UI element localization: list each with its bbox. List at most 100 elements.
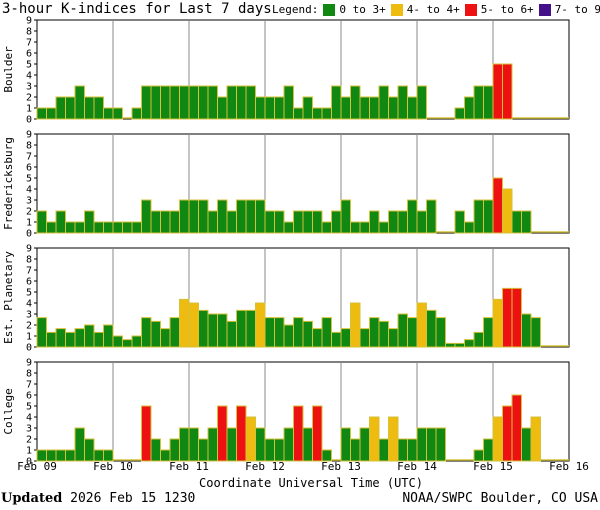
k-index-bar <box>426 199 437 234</box>
k-index-bar <box>169 438 180 462</box>
k-index-bar <box>274 96 285 120</box>
k-index-bar <box>207 85 218 120</box>
k-index-bar <box>350 221 361 234</box>
k-index-bar <box>359 96 370 120</box>
k-index-bar <box>198 309 209 348</box>
k-index-bar <box>131 221 142 234</box>
k-index-bar <box>264 210 275 234</box>
k-index-bar <box>103 324 114 348</box>
y-tick-label: 0 <box>26 229 32 240</box>
k-index-bar <box>397 438 408 462</box>
k-index-bar <box>530 416 541 462</box>
y-tick-label: 2 <box>26 321 32 332</box>
k-index-bar <box>131 335 142 348</box>
k-index-bar <box>217 405 228 462</box>
k-index-bar <box>150 320 161 348</box>
k-index-bar <box>397 85 408 120</box>
k-index-bar <box>36 210 47 234</box>
k-index-bar <box>483 85 494 120</box>
k-index-bar <box>141 317 152 348</box>
k-index-bar <box>283 221 294 234</box>
x-tick-label: Feb 16 <box>549 460 589 473</box>
k-index-bar <box>283 324 294 348</box>
chart-title: 3-hour K-indices for Last 7 days <box>2 1 272 17</box>
y-tick-label: 1 <box>26 332 32 343</box>
k-index-bar <box>179 199 190 234</box>
y-tick-label: 9 <box>26 130 32 141</box>
k-index-bar <box>65 331 76 348</box>
k-index-bar <box>236 405 247 462</box>
k-index-bar <box>283 427 294 462</box>
y-tick-label: 0 <box>26 457 32 468</box>
y-tick-label: 3 <box>26 82 32 93</box>
k-index-bar <box>179 85 190 120</box>
k-index-bar <box>397 210 408 234</box>
k-index-bar <box>302 427 313 462</box>
k-index-bar <box>84 438 95 462</box>
x-tick-label: Feb 15 <box>473 460 513 473</box>
k-index-bar <box>359 328 370 348</box>
k-index-bar <box>312 107 323 120</box>
k-index-bar <box>350 302 361 348</box>
k-index-bar <box>321 317 332 348</box>
y-tick-label: 4 <box>26 299 32 310</box>
k-index-bar <box>369 210 380 234</box>
k-index-bar <box>483 438 494 462</box>
k-index-bar <box>188 427 199 462</box>
k-index-bar <box>169 210 180 234</box>
k-index-bar <box>93 96 104 120</box>
k-index-bar <box>492 63 503 120</box>
x-axis-label: Coordinate Universal Time (UTC) <box>199 476 423 490</box>
credit-text: NOAA/SWPC Boulder, CO USA <box>402 491 598 506</box>
k-index-bar <box>369 96 380 120</box>
k-index-bar <box>331 210 342 234</box>
k-index-bar <box>264 317 275 348</box>
k-index-bar <box>274 317 285 348</box>
k-index-bar <box>160 85 171 120</box>
y-tick-label: 4 <box>26 413 32 424</box>
k-index-bar <box>103 221 114 234</box>
y-tick-label: 9 <box>26 244 32 255</box>
k-index-bar <box>112 335 123 348</box>
k-index-bar <box>369 416 380 462</box>
k-index-bar <box>236 309 247 348</box>
panel-label: Est. Planetary <box>2 251 15 344</box>
k-index-bar <box>93 221 104 234</box>
k-index-bar <box>473 199 484 234</box>
y-tick-label: 2 <box>26 93 32 104</box>
k-index-bar <box>112 107 123 120</box>
k-index-bar <box>492 416 503 462</box>
k-index-bar <box>122 221 133 234</box>
y-tick-label: 4 <box>26 185 32 196</box>
k-index-bar <box>255 302 266 348</box>
y-tick-label: 1 <box>26 218 32 229</box>
k-index-bar <box>378 320 389 348</box>
k-index-bar <box>521 313 532 348</box>
k-index-bar <box>492 298 503 348</box>
k-index-bar <box>274 438 285 462</box>
legend-swatch-severe <box>538 3 551 16</box>
k-index-bar <box>46 107 57 120</box>
k-index-bar <box>160 328 171 348</box>
panel-label: College <box>2 388 15 434</box>
k-index-bar <box>264 96 275 120</box>
k-index-bar <box>388 96 399 120</box>
k-index-bar <box>198 85 209 120</box>
updated-time: 2026 Feb 15 1230 <box>70 491 196 506</box>
y-tick-label: 5 <box>26 402 32 413</box>
k-index-bar <box>530 317 541 348</box>
k-index-bar <box>502 405 513 462</box>
k-index-bar <box>350 85 361 120</box>
k-index-bar <box>483 199 494 234</box>
k-index-bar <box>245 309 256 348</box>
y-tick-label: 8 <box>26 141 32 152</box>
k-index-bar <box>359 427 370 462</box>
k-index-bar <box>416 85 427 120</box>
k-index-bar <box>302 96 313 120</box>
legend: Legend: 0 to 3+ 4- to 4+ 5- to 6+ 7- to … <box>272 3 600 16</box>
k-index-bar <box>236 199 247 234</box>
k-index-bar <box>160 210 171 234</box>
k-index-bar <box>407 199 418 234</box>
k-index-bar <box>169 317 180 348</box>
